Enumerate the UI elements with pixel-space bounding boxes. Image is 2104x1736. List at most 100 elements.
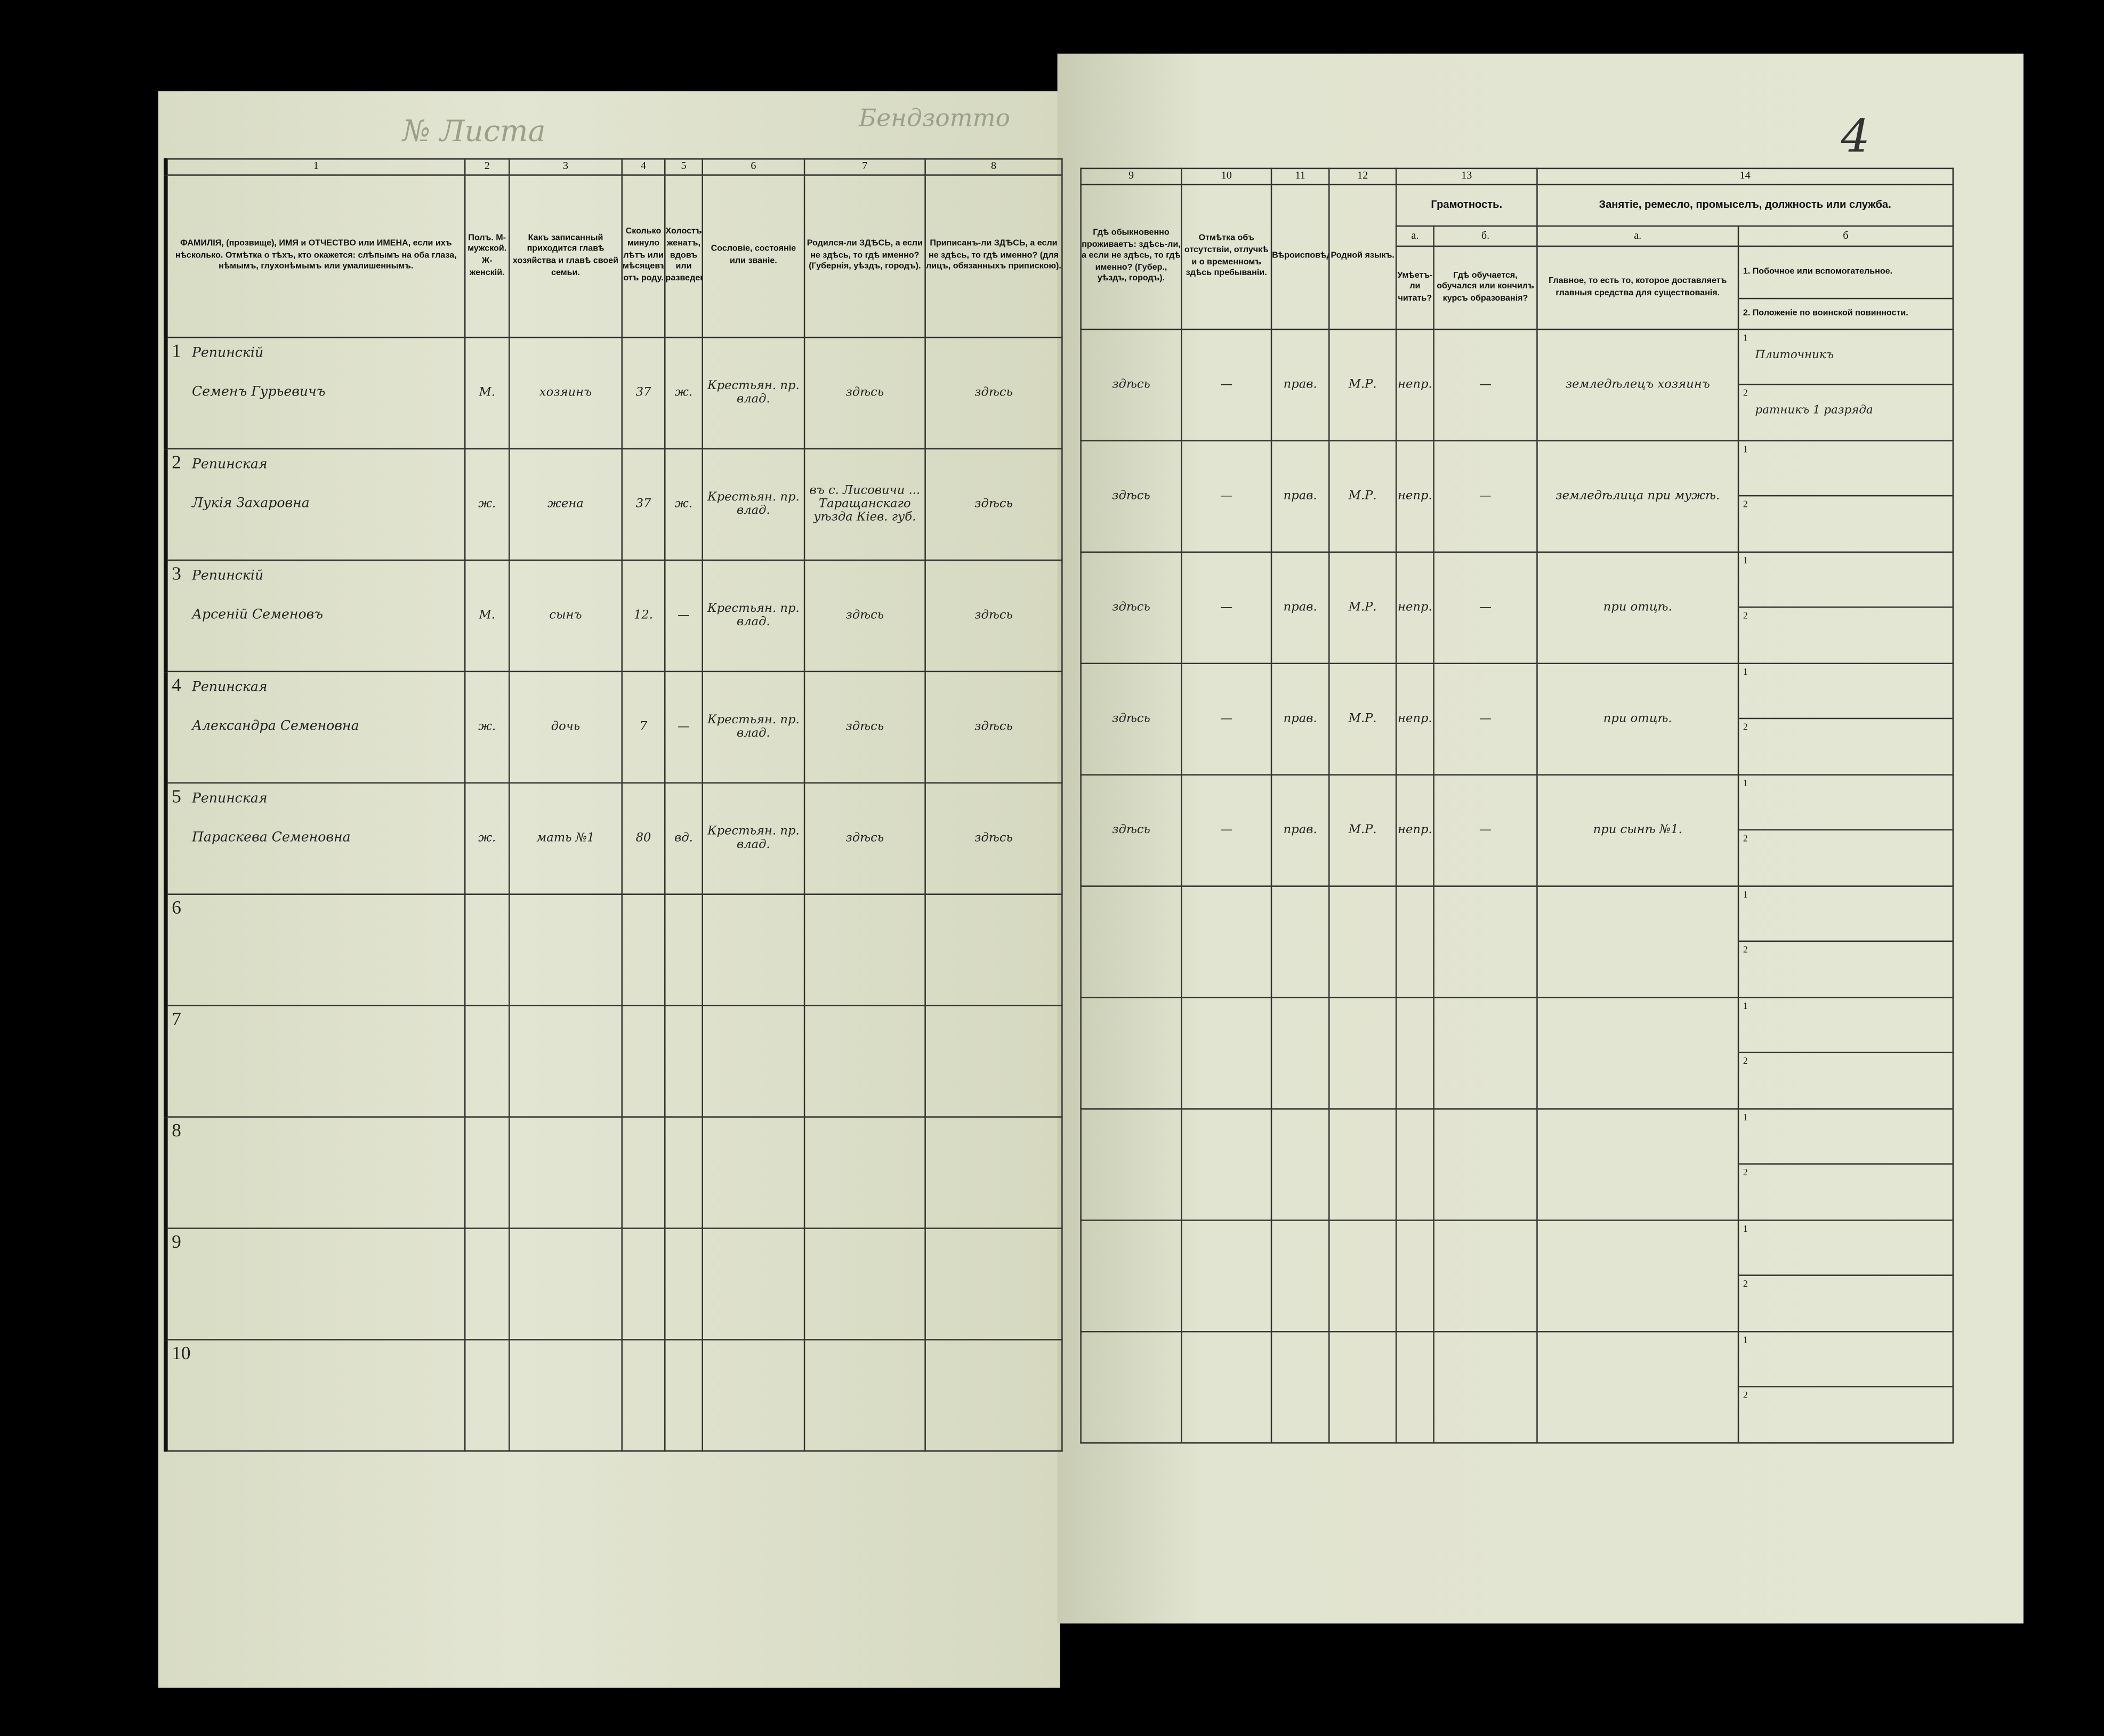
estate-cell[interactable]: Крестьян. пр. влад. (702, 336, 805, 450)
main-occ-cell[interactable]: земледѣлица при мужѣ. (1536, 440, 1739, 553)
sub-row[interactable]: 2 (1739, 1386, 1952, 1441)
sub-row[interactable]: 1 (1740, 999, 1952, 1052)
language-cell[interactable]: М.Р. (1328, 663, 1397, 776)
relation-cell[interactable]: жена (509, 448, 623, 561)
religion-cell[interactable]: прав. (1270, 551, 1330, 665)
registered-cell[interactable]: здѣсь (924, 559, 1063, 673)
age-cell[interactable]: 80 (621, 782, 666, 895)
absence-cell[interactable]: — (1181, 774, 1272, 887)
religion-cell[interactable] (1270, 1331, 1330, 1444)
registered-cell[interactable] (924, 1228, 1063, 1341)
sub-row[interactable]: 1 (1740, 665, 1952, 717)
language-cell[interactable]: М.Р. (1328, 551, 1397, 665)
relation-cell[interactable] (509, 1116, 623, 1229)
marital-cell[interactable]: — (664, 671, 704, 784)
sex-cell[interactable] (464, 1005, 510, 1118)
religion-cell[interactable]: прав. (1270, 663, 1330, 776)
age-cell[interactable]: 37 (621, 336, 666, 450)
marital-cell[interactable] (664, 1116, 704, 1229)
age-cell[interactable]: 37 (621, 448, 666, 561)
school-cell[interactable] (1433, 1220, 1538, 1333)
absence-cell[interactable]: — (1181, 663, 1272, 776)
main-occ-cell[interactable]: при сынѣ №1. (1536, 774, 1739, 887)
language-cell[interactable] (1328, 1331, 1397, 1444)
sub-row[interactable]: 2 (1739, 829, 1952, 884)
marital-cell[interactable]: вд. (664, 782, 704, 895)
reads-cell[interactable] (1395, 997, 1434, 1110)
lives-cell[interactable]: здѣсь (1080, 328, 1182, 442)
lives-cell[interactable]: здѣсь (1080, 663, 1182, 776)
sub-row[interactable]: 1 (1740, 1333, 1952, 1386)
sex-cell[interactable] (464, 1339, 510, 1452)
main-occ-cell[interactable] (1536, 885, 1739, 998)
estate-cell[interactable]: Крестьян. пр. влад. (702, 782, 805, 895)
name-cell[interactable]: 9 (164, 1228, 466, 1341)
reads-cell[interactable] (1395, 1331, 1434, 1444)
born-cell[interactable] (803, 1005, 926, 1118)
religion-cell[interactable]: прав. (1270, 774, 1330, 887)
born-cell[interactable]: здѣсь (803, 336, 926, 450)
marital-cell[interactable]: ж. (664, 336, 704, 450)
religion-cell[interactable] (1270, 997, 1330, 1110)
school-cell[interactable] (1433, 997, 1538, 1110)
sub-row[interactable]: 1 (1740, 1110, 1952, 1163)
born-cell[interactable]: здѣсь (803, 782, 926, 895)
school-cell[interactable]: — (1433, 774, 1538, 887)
religion-cell[interactable] (1270, 1220, 1330, 1333)
sub-row[interactable]: 1 (1740, 887, 1952, 940)
main-occ-cell[interactable]: земледѣлецъ хозяинъ (1536, 328, 1739, 442)
registered-cell[interactable]: здѣсь (924, 782, 1063, 895)
main-occ-cell[interactable] (1536, 1108, 1739, 1221)
lives-cell[interactable]: здѣсь (1080, 551, 1182, 665)
born-cell[interactable]: здѣсь (803, 559, 926, 673)
relation-cell[interactable]: дочь (509, 671, 623, 784)
age-cell[interactable] (621, 1228, 666, 1341)
relation-cell[interactable]: хозяинъ (509, 336, 623, 450)
school-cell[interactable] (1433, 1108, 1538, 1221)
reads-cell[interactable]: непр. (1395, 440, 1434, 553)
relation-cell[interactable] (509, 1339, 623, 1452)
relation-cell[interactable]: сынъ (509, 559, 623, 673)
sub-row[interactable]: 2 ратникъ 1 разряда (1739, 383, 1952, 439)
school-cell[interactable] (1433, 885, 1538, 998)
absence-cell[interactable] (1181, 997, 1272, 1110)
reads-cell[interactable]: непр. (1395, 774, 1434, 887)
sex-cell[interactable]: М. (464, 559, 510, 673)
reads-cell[interactable]: непр. (1395, 551, 1434, 665)
estate-cell[interactable]: Крестьян. пр. влад. (702, 448, 805, 561)
estate-cell[interactable]: Крестьян. пр. влад. (702, 671, 805, 784)
age-cell[interactable]: 7 (621, 671, 666, 784)
born-cell[interactable] (803, 893, 926, 1006)
sub-row[interactable]: 2 (1739, 495, 1952, 550)
absence-cell[interactable]: — (1181, 440, 1272, 553)
marital-cell[interactable] (664, 1005, 704, 1118)
name-cell[interactable]: 2 Репинская Лукія Захаровна (164, 448, 466, 561)
school-cell[interactable]: — (1433, 551, 1538, 665)
name-cell[interactable]: 1 Репинскій Семенъ Гурьевичъ (164, 336, 466, 450)
main-occ-cell[interactable]: при отцѣ. (1536, 551, 1739, 665)
school-cell[interactable]: — (1433, 663, 1538, 776)
name-cell[interactable]: 10 (164, 1339, 466, 1452)
marital-cell[interactable] (664, 893, 704, 1006)
reads-cell[interactable]: непр. (1395, 663, 1434, 776)
school-cell[interactable]: — (1433, 328, 1538, 442)
relation-cell[interactable] (509, 1228, 623, 1341)
lives-cell[interactable]: здѣсь (1080, 440, 1182, 553)
reads-cell[interactable]: непр. (1395, 328, 1434, 442)
language-cell[interactable] (1328, 997, 1397, 1110)
reads-cell[interactable] (1395, 1108, 1434, 1221)
absence-cell[interactable] (1181, 1331, 1272, 1444)
estate-cell[interactable] (702, 1339, 805, 1452)
sex-cell[interactable] (464, 1116, 510, 1229)
lives-cell[interactable] (1080, 1331, 1182, 1444)
absence-cell[interactable]: — (1181, 551, 1272, 665)
main-occ-cell[interactable]: при отцѣ. (1536, 663, 1739, 776)
relation-cell[interactable] (509, 1005, 623, 1118)
sub-row[interactable]: 1 (1740, 1222, 1952, 1274)
registered-cell[interactable]: здѣсь (924, 336, 1063, 450)
name-cell[interactable]: 8 (164, 1116, 466, 1229)
school-cell[interactable]: — (1433, 440, 1538, 553)
marital-cell[interactable]: — (664, 559, 704, 673)
school-cell[interactable] (1433, 1331, 1538, 1444)
born-cell[interactable] (803, 1339, 926, 1452)
